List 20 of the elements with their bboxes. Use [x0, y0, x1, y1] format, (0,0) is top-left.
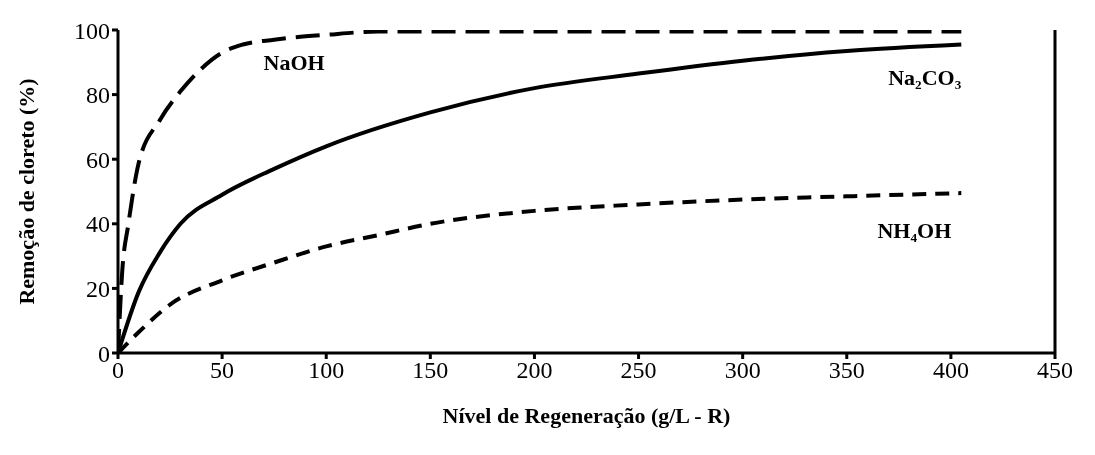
x-tick-label: 400 — [932, 357, 969, 384]
x-tick-label: 150 — [412, 357, 449, 384]
x-tick-label: 100 — [308, 357, 345, 384]
series-label: NH₄OH — [877, 218, 952, 244]
series-label: NaOH — [263, 49, 325, 75]
x-tick-label: 250 — [620, 357, 657, 384]
x-axis-title: Nível de Regeneração (g/L - R) — [442, 403, 731, 428]
y-axis-title: Remoção de cloreto (%) — [13, 78, 39, 305]
x-tick-label: 350 — [828, 357, 865, 384]
x-tick-label: 300 — [724, 357, 761, 384]
y-tick-label: 0 — [98, 340, 110, 367]
y-tick-label: 80 — [86, 82, 110, 109]
series-label: Na₂CO₃ — [888, 64, 962, 90]
y-tick-label: 60 — [86, 146, 110, 173]
y-tick-label: 20 — [86, 275, 110, 302]
x-tick-label: 200 — [516, 357, 553, 384]
x-tick-label: 50 — [210, 357, 235, 384]
y-tick-label: 40 — [86, 211, 110, 238]
y-tick-label: 100 — [74, 17, 110, 44]
x-tick-label: 450 — [1037, 357, 1073, 384]
